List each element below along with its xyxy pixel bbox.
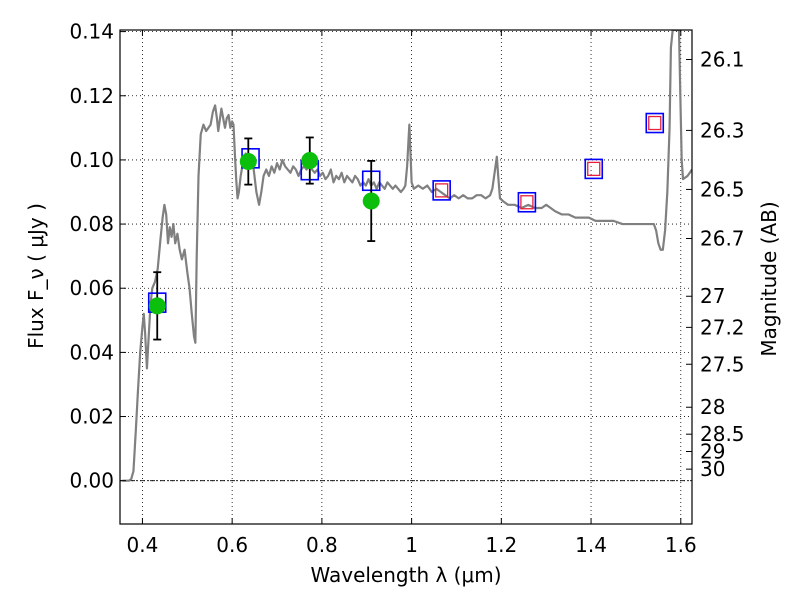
plot-area: 0.4 0.6 0.8 1 1.2 1.4 1.6 0.00 0.02 0.04 0.06 0.08 0… [69, 20, 744, 557]
blue-square-point [645, 112, 665, 134]
x-tick-label: 0.8 [306, 533, 338, 557]
right-tick-label: 26.1 [700, 48, 745, 72]
right-tick-label: 26.3 [700, 118, 745, 142]
right-tick-label: 27.2 [700, 315, 745, 339]
right-tick-label: 30 [700, 457, 725, 481]
blue-square-point [517, 191, 537, 213]
red-square-point [587, 161, 601, 177]
y-tick-label: 0.10 [69, 148, 114, 172]
right-tick-label: 28 [700, 395, 725, 419]
right-tick-label: 27 [700, 284, 725, 308]
y-tick-label: 0.02 [69, 405, 114, 429]
red-square-point [435, 183, 449, 198]
x-tick-label: 1.4 [575, 533, 607, 557]
x-tick-label: 1 [405, 533, 418, 557]
right-tick-label: 27.5 [700, 352, 745, 376]
y-axis-label: Flux F_ν ( μJy ) [24, 203, 48, 349]
right-axis-label: Magnitude (AB) [757, 201, 781, 356]
right-tick-label: 26.5 [700, 177, 745, 201]
x-tick-label: 0.6 [216, 533, 248, 557]
x-tick-label: 1.6 [665, 533, 697, 557]
data-layer [122, 30, 692, 482]
y-tick-label: 0.00 [69, 469, 114, 493]
right-tick-label: 29 [700, 440, 725, 464]
y-tick-label: 0.14 [69, 20, 114, 44]
y-tick-label: 0.06 [69, 276, 114, 300]
blue-square-point [584, 158, 604, 180]
plot-frame [119, 29, 693, 525]
y-tick-label: 0.04 [69, 340, 114, 364]
red-square-point [648, 115, 662, 131]
green-data-point [362, 192, 380, 210]
y-tick-label: 0.12 [69, 84, 114, 108]
x-tick-label: 0.4 [127, 533, 159, 557]
right-tick-label: 26.7 [700, 227, 745, 251]
green-data-point [239, 153, 257, 171]
x-tick-label: 1.2 [485, 533, 517, 557]
red-square-point [520, 195, 534, 210]
right-tick-label: 28.5 [700, 422, 745, 446]
green-data-point [301, 152, 319, 170]
model-spectrum-line [122, 30, 692, 482]
y-tick-label: 0.08 [69, 212, 114, 236]
blue-square-point [432, 180, 451, 201]
x-axis-label: Wavelength λ (μm) [310, 563, 501, 587]
green-data-point [148, 297, 166, 315]
